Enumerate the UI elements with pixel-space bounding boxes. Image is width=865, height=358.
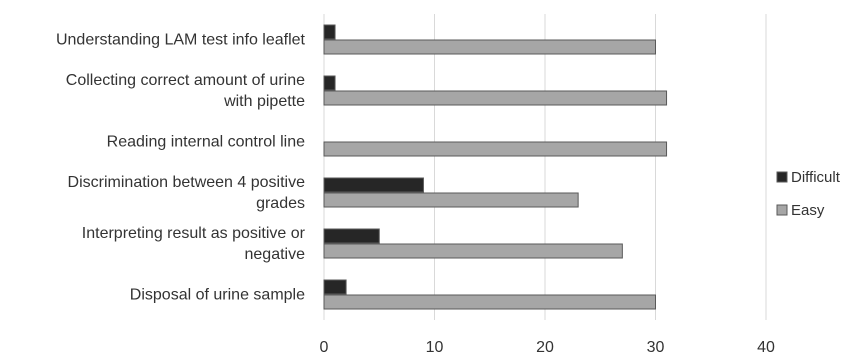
difficult-bar [323, 75, 336, 91]
legend-label: Difficult [791, 169, 841, 186]
easy-bar [323, 243, 623, 259]
category-label: negative [245, 246, 306, 263]
difficult-bar [323, 279, 347, 295]
x-tick-label: 40 [757, 339, 775, 356]
category-label: Discrimination between 4 positive [68, 174, 306, 191]
x-tick-label: 10 [426, 339, 444, 356]
category-label: grades [256, 195, 305, 212]
x-tick-label: 20 [536, 339, 554, 356]
category-label: with pipette [223, 93, 305, 110]
easy-bar [323, 90, 668, 106]
x-tick-label: 30 [647, 339, 665, 356]
easy-bar [323, 294, 656, 310]
difficult-bar [323, 177, 424, 193]
legend-swatch [776, 204, 788, 216]
difficult-bar [323, 24, 336, 40]
category-labels: Understanding LAM test info leaflet Colle… [56, 32, 306, 304]
category-label: Disposal of urine sample [130, 287, 305, 304]
x-tick-label: 0 [320, 339, 329, 356]
legend: Difficult Easy [776, 169, 841, 219]
category-label: Collecting correct amount of urine [66, 72, 305, 89]
x-axis-tick-labels: 0 10 20 30 40 [320, 339, 775, 356]
gridlines [323, 14, 767, 320]
easy-bar [323, 39, 656, 55]
easy-bar [323, 192, 579, 208]
legend-label: Easy [791, 202, 825, 219]
category-label: Reading internal control line [107, 134, 305, 151]
easy-bar [323, 141, 668, 157]
difficult-bar [323, 228, 380, 244]
bars [323, 24, 668, 310]
category-label: Understanding LAM test info leaflet [56, 32, 306, 49]
category-label: Interpreting result as positive or [82, 225, 306, 242]
legend-swatch [776, 171, 788, 183]
